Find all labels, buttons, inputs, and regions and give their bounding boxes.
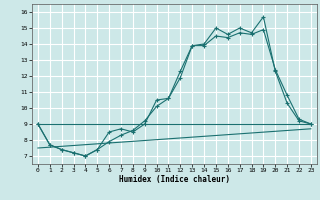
X-axis label: Humidex (Indice chaleur): Humidex (Indice chaleur) [119,175,230,184]
